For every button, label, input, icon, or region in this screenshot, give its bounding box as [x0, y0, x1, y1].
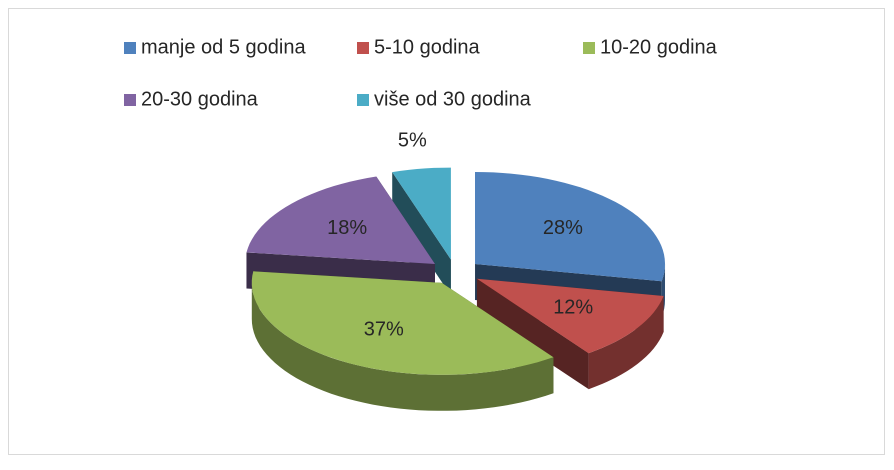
data-label: 5% — [398, 130, 427, 152]
legend-label: manje od 5 godina — [141, 36, 306, 58]
pie-slice — [476, 278, 664, 354]
pie-slice — [251, 271, 554, 375]
legend-swatch — [357, 42, 369, 54]
pie-slice — [392, 167, 451, 260]
data-label: 12% — [553, 297, 593, 319]
pie-slice — [475, 172, 665, 282]
legend-swatch — [357, 94, 369, 106]
data-label: 28% — [543, 217, 583, 239]
slice-side — [476, 278, 589, 390]
legend-swatch — [124, 42, 136, 54]
slice-side — [392, 172, 451, 296]
data-label: 37% — [364, 319, 404, 341]
legend-label: 10-20 godina — [600, 36, 718, 58]
legend-swatch — [124, 94, 136, 106]
slice-side — [251, 282, 554, 411]
legend-swatch — [583, 42, 595, 54]
legend-label: 20-30 godina — [141, 88, 259, 110]
legend-label: 5-10 godina — [374, 36, 481, 58]
slice-side — [588, 295, 664, 390]
legend-label: više od 30 godina — [374, 88, 532, 110]
pie-slice — [246, 176, 435, 264]
data-label: 18% — [327, 217, 367, 239]
